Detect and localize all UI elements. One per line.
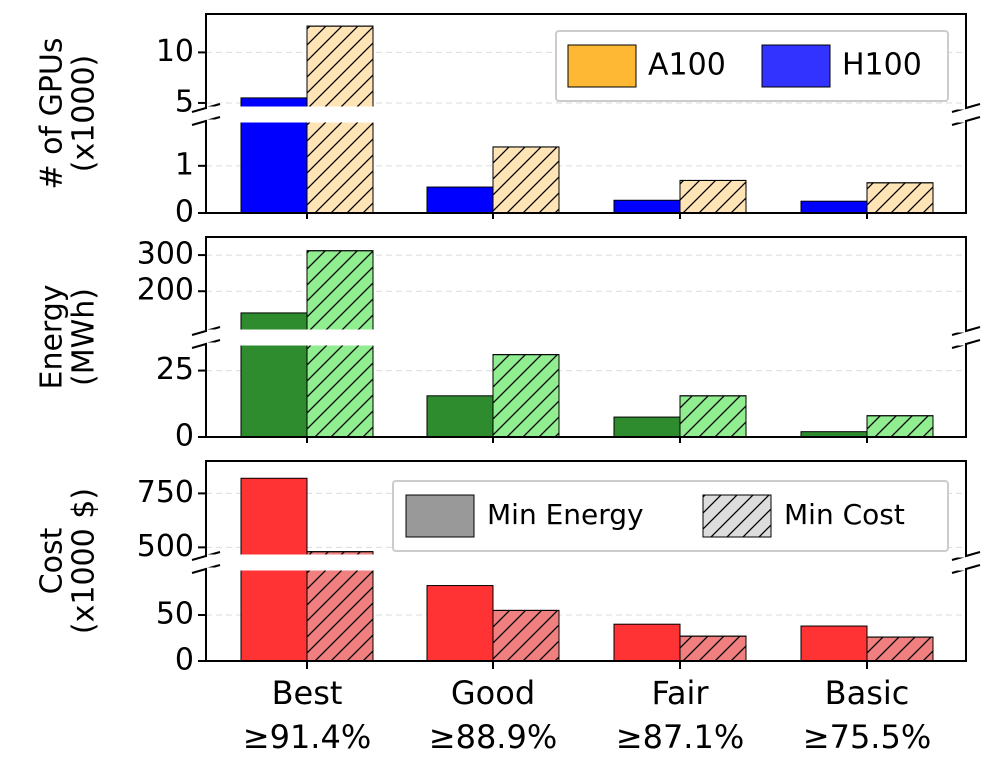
bars — [240, 477, 374, 556]
legend-swatch — [405, 494, 475, 538]
bar-hatch — [866, 636, 934, 661]
bar-h100 — [240, 121, 308, 213]
axis-break-mark — [191, 339, 221, 349]
bar-hatch — [492, 354, 560, 437]
x-tick-threshold-label: ≥87.1% — [616, 718, 744, 756]
bar-hatch — [306, 25, 374, 108]
y-tick-label: 10 — [156, 34, 194, 69]
y-axis-label: Energy — [35, 284, 70, 389]
axis-break-mark — [951, 339, 981, 349]
bar-h100 — [800, 200, 868, 213]
bar-hatch — [679, 635, 747, 661]
bar-min-energy — [426, 585, 494, 661]
axis-break-mark — [951, 551, 981, 561]
bar-min-energy — [800, 625, 868, 661]
axis-break-mark — [951, 116, 981, 126]
y-tick-label: 0 — [175, 419, 194, 454]
subplot-upper: 510 — [156, 13, 967, 119]
bar-hatch — [866, 415, 934, 437]
bar-hatch — [492, 146, 560, 213]
y-tick-label: 300 — [137, 237, 194, 272]
axis-break-mark — [191, 564, 221, 574]
axis-break-mark — [951, 326, 981, 336]
y-axis-label: Cost — [35, 527, 70, 594]
bar-min-energy — [613, 416, 681, 437]
bars — [240, 344, 934, 437]
axis-break-gap — [205, 557, 967, 568]
y-tick-label: 5 — [175, 84, 194, 119]
axis-break-mark — [951, 564, 981, 574]
bar-hatch — [866, 182, 934, 213]
bar-hatch — [306, 569, 374, 661]
bar-min-energy — [240, 312, 308, 331]
legend-label: H100 — [842, 48, 922, 83]
legend-gpus: A100 H100 — [555, 30, 949, 102]
x-tick-label: Fair — [651, 674, 709, 712]
bar-hatch — [306, 551, 374, 556]
y-axis-label: (x1000) — [67, 55, 102, 173]
bar-h100 — [613, 199, 681, 213]
bar-h100 — [426, 186, 494, 213]
y-tick-label: 50 — [156, 597, 194, 632]
legend-label: Min Energy — [487, 498, 644, 531]
x-tick-label: Basic — [825, 674, 910, 712]
axis-break-gap — [205, 332, 967, 343]
bar-hatch — [306, 344, 374, 437]
bar-hatch — [306, 121, 374, 213]
x-tick-threshold-label: ≥91.4% — [243, 718, 371, 756]
y-tick-label: 0 — [175, 643, 194, 678]
bar-min-energy — [426, 395, 494, 437]
axis-break-mark — [191, 103, 221, 113]
y-axis-label: # of GPUs — [35, 37, 70, 189]
axis-break-mark — [951, 103, 981, 113]
legend-label: Min Cost — [784, 498, 905, 531]
x-tick-label: Good — [451, 674, 535, 712]
bar-min-energy — [613, 623, 681, 661]
legend-box — [555, 30, 949, 102]
y-tick-label: 750 — [137, 475, 194, 510]
y-axis-label: (x1000 $) — [67, 488, 102, 634]
bar-hatch — [492, 609, 560, 661]
axis-break-mark — [191, 551, 221, 561]
legend-swatch-hatch — [702, 494, 772, 538]
bar-hatch — [679, 395, 747, 437]
subplot-lower: 01 — [175, 120, 967, 230]
bar-min-energy — [240, 344, 308, 437]
bar-hatch — [679, 179, 747, 213]
y-tick-label: 25 — [156, 352, 194, 387]
axis-break-mark — [191, 116, 221, 126]
bars — [240, 25, 374, 108]
legend-swatch — [567, 44, 637, 88]
y-axis-label: (MWh) — [67, 288, 102, 386]
subplot-lower: 050 — [156, 568, 967, 678]
x-tick-threshold-label: ≥75.5% — [803, 718, 931, 756]
x-tick-threshold-label: ≥88.9% — [429, 718, 557, 756]
bars — [240, 569, 934, 661]
legend-swatch — [761, 44, 831, 88]
bar-min-energy — [240, 477, 308, 556]
subplot-upper: 500 750 — [137, 460, 967, 564]
bars — [240, 250, 374, 331]
legend-cost: Min Energy Min Cost — [392, 480, 949, 552]
bars — [240, 121, 934, 213]
y-tick-label: 0 — [175, 195, 194, 230]
subplot-lower: 0 25 — [156, 343, 967, 454]
bar-h100 — [240, 97, 308, 108]
y-tick-label: 1 — [175, 147, 194, 182]
axis-break-gap — [205, 109, 967, 120]
legend-label: A100 — [648, 48, 726, 83]
axis-break-mark — [191, 326, 221, 336]
x-tick-label: Best — [272, 674, 343, 712]
legend-box — [392, 480, 949, 552]
bar-hatch — [306, 250, 374, 331]
y-tick-label: 500 — [137, 529, 194, 564]
y-tick-label: 200 — [137, 273, 194, 308]
